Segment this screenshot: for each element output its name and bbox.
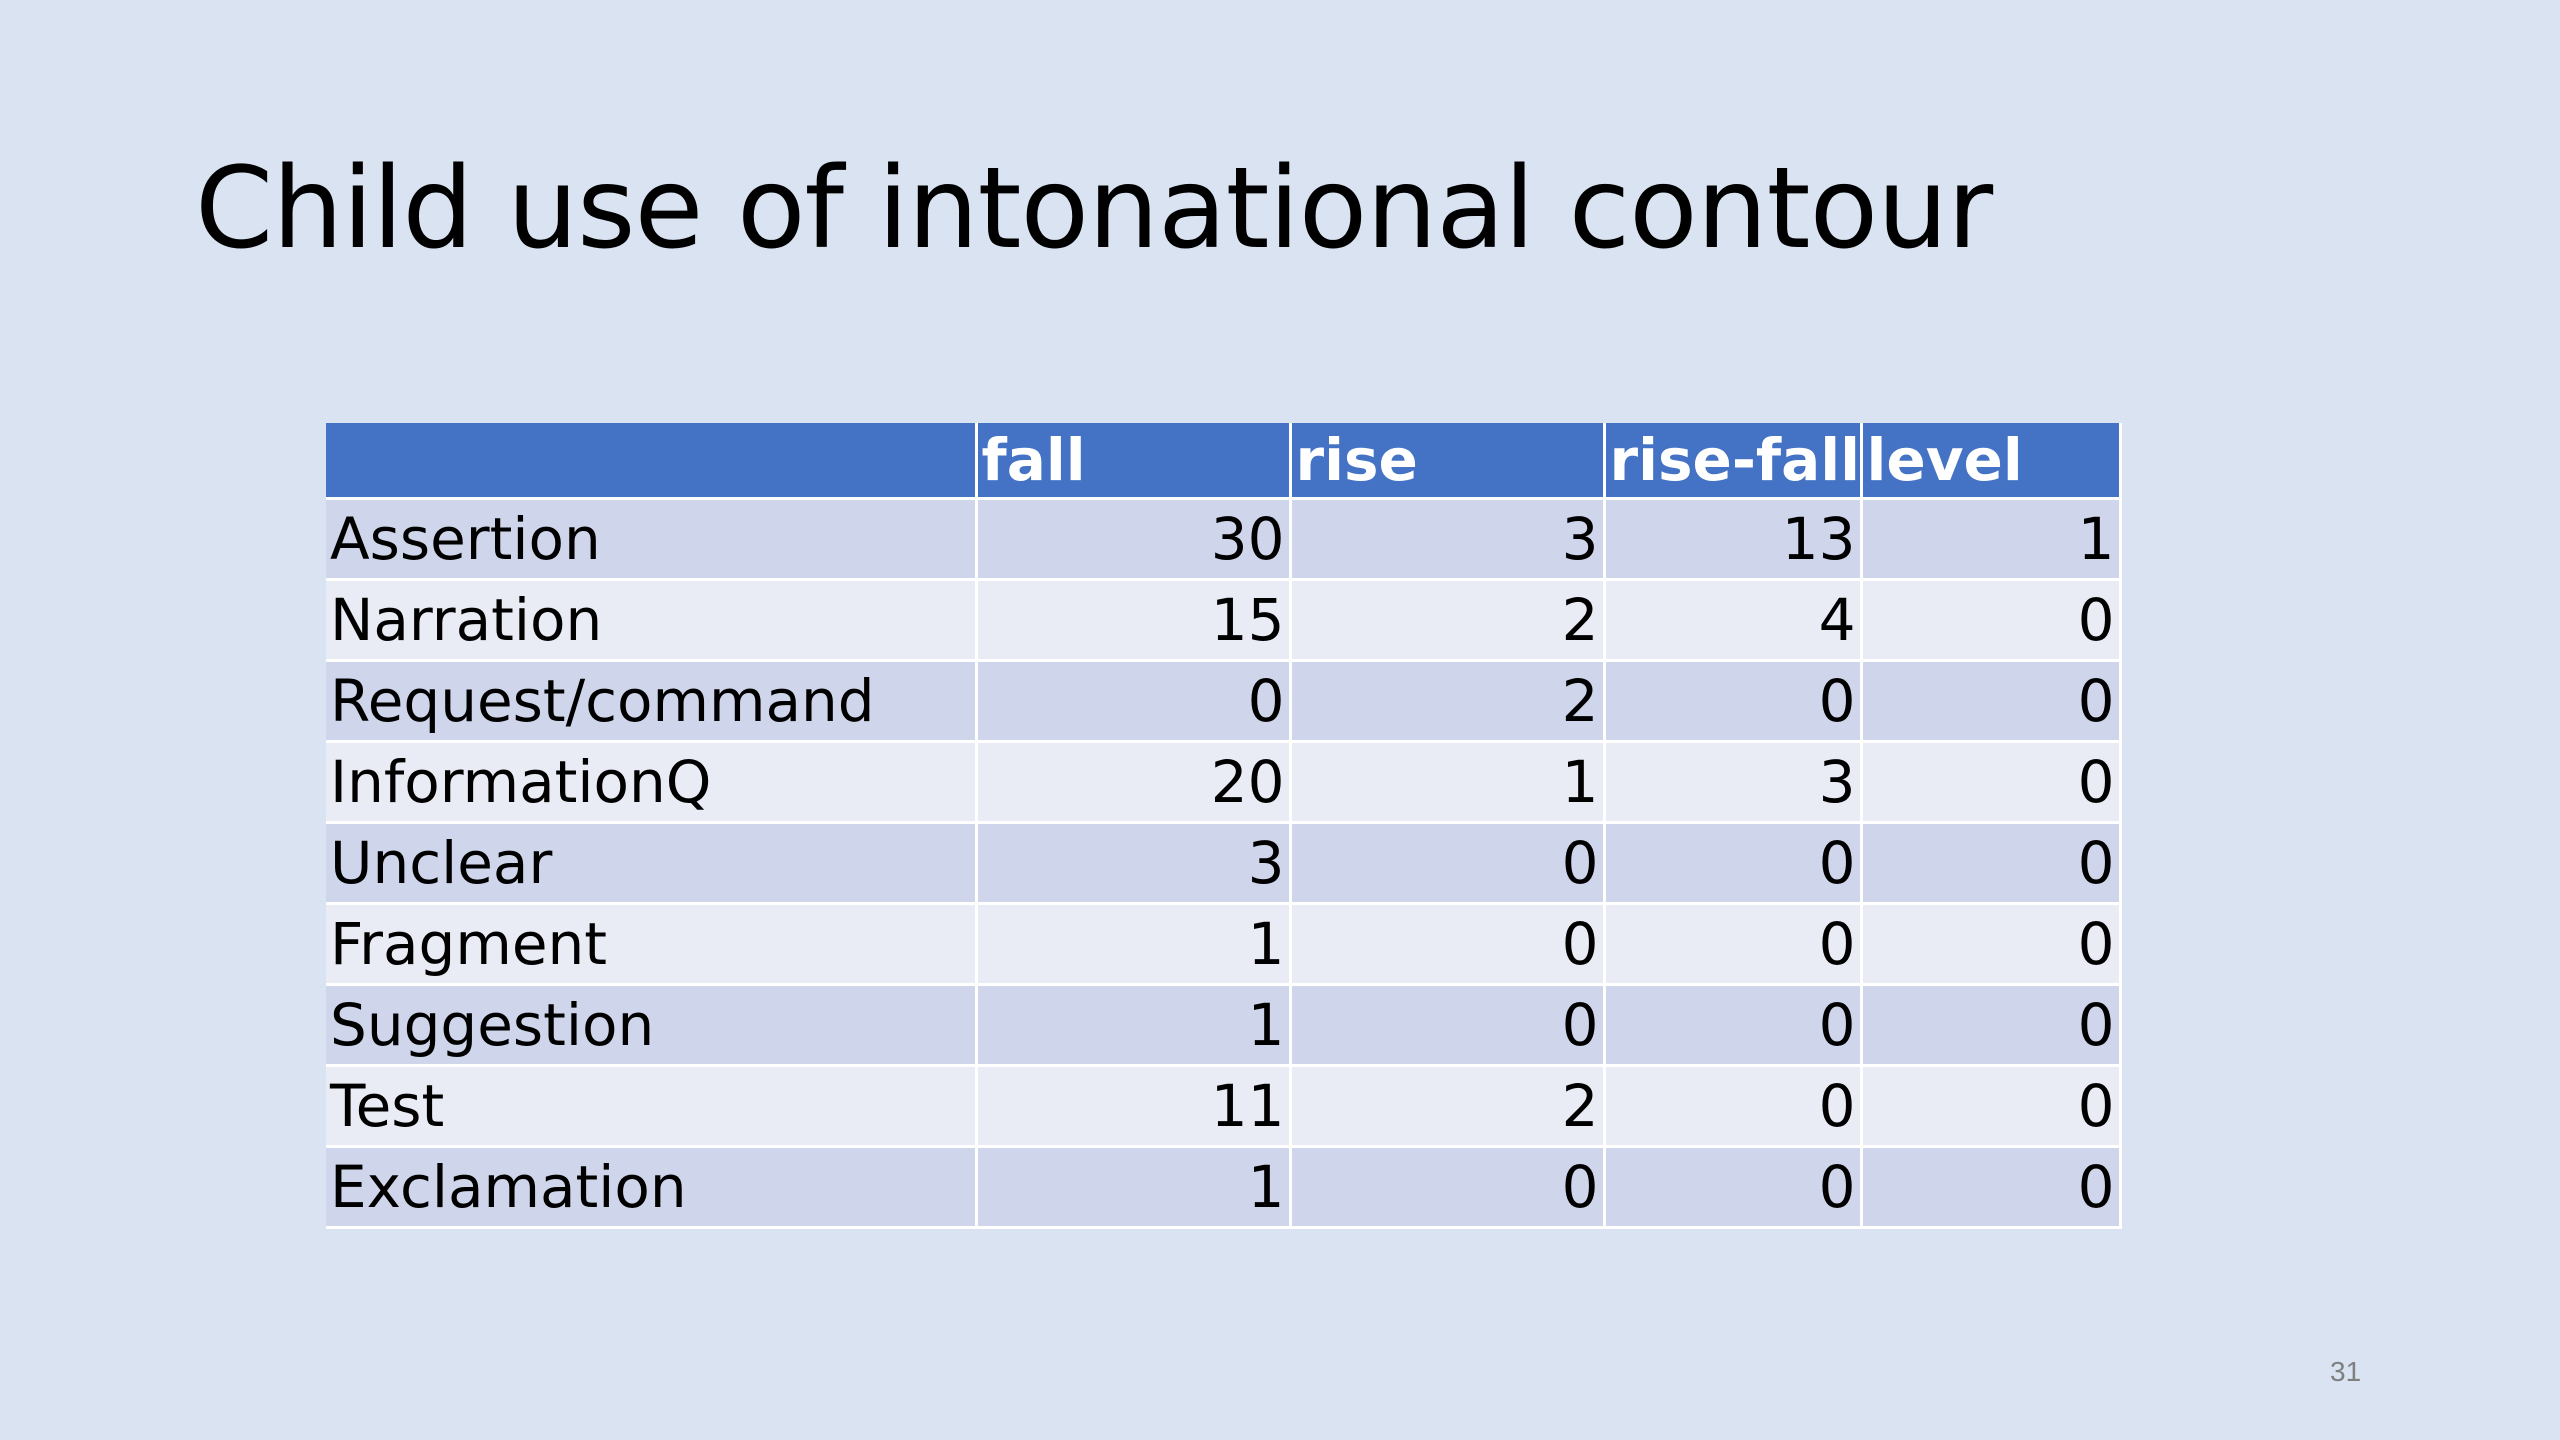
cell-rise-fall: 3 xyxy=(1604,741,1863,824)
cell-rise: 0 xyxy=(1290,1146,1606,1229)
cell-level: 0 xyxy=(1861,1065,2122,1148)
cell-level: 0 xyxy=(1861,822,2122,905)
row-label: Test xyxy=(326,1065,978,1148)
cell-level: 0 xyxy=(1861,741,2122,824)
cell-fall: 15 xyxy=(976,579,1292,662)
table-row: Request/command 0 2 0 0 xyxy=(326,660,2122,743)
row-label: Narration xyxy=(326,579,978,662)
cell-rise: 2 xyxy=(1290,579,1606,662)
cell-level: 0 xyxy=(1861,903,2122,986)
cell-fall: 3 xyxy=(976,822,1292,905)
table-row: InformationQ 20 1 3 0 xyxy=(326,741,2122,824)
cell-fall: 30 xyxy=(976,498,1292,581)
cell-rise-fall: 0 xyxy=(1604,660,1863,743)
table-row: Narration 15 2 4 0 xyxy=(326,579,2122,662)
cell-fall: 0 xyxy=(976,660,1292,743)
cell-rise-fall: 0 xyxy=(1604,1065,1863,1148)
cell-level: 1 xyxy=(1861,498,2122,581)
header-cell-fall: fall xyxy=(976,423,1292,500)
cell-rise-fall: 0 xyxy=(1604,1146,1863,1229)
table-row: Suggestion 1 0 0 0 xyxy=(326,984,2122,1067)
cell-rise-fall: 0 xyxy=(1604,822,1863,905)
cell-rise: 2 xyxy=(1290,660,1606,743)
table-row: Exclamation 1 0 0 0 xyxy=(326,1146,2122,1229)
cell-rise-fall: 4 xyxy=(1604,579,1863,662)
cell-level: 0 xyxy=(1861,660,2122,743)
cell-fall: 1 xyxy=(976,1146,1292,1229)
cell-rise: 2 xyxy=(1290,1065,1606,1148)
slide-number: 31 xyxy=(2330,1356,2362,1387)
cell-rise-fall: 13 xyxy=(1604,498,1863,581)
row-label: Unclear xyxy=(326,822,978,905)
row-label: Exclamation xyxy=(326,1146,978,1229)
header-cell-blank xyxy=(326,423,978,500)
row-label: Request/command xyxy=(326,660,978,743)
header-cell-rise-fall: rise-fall xyxy=(1604,423,1863,500)
cell-fall: 1 xyxy=(976,984,1292,1067)
cell-rise-fall: 0 xyxy=(1604,903,1863,986)
slide-title: Child use of intonational contour xyxy=(195,144,1993,274)
table-row: Assertion 30 3 13 1 xyxy=(326,498,2122,581)
cell-fall: 1 xyxy=(976,903,1292,986)
cell-level: 0 xyxy=(1861,1146,2122,1229)
cell-rise: 3 xyxy=(1290,498,1606,581)
cell-level: 0 xyxy=(1861,984,2122,1067)
table-row: Unclear 3 0 0 0 xyxy=(326,822,2122,905)
intonation-table: fall rise rise-fall level Assertion 30 3… xyxy=(326,423,2122,1229)
row-label: InformationQ xyxy=(326,741,978,824)
row-label: Assertion xyxy=(326,498,978,581)
header-cell-level: level xyxy=(1861,423,2122,500)
cell-rise: 0 xyxy=(1290,984,1606,1067)
cell-rise-fall: 0 xyxy=(1604,984,1863,1067)
cell-rise: 1 xyxy=(1290,741,1606,824)
table-row: Fragment 1 0 0 0 xyxy=(326,903,2122,986)
row-label: Suggestion xyxy=(326,984,978,1067)
cell-fall: 20 xyxy=(976,741,1292,824)
table-row: Test 11 2 0 0 xyxy=(326,1065,2122,1148)
cell-rise: 0 xyxy=(1290,903,1606,986)
header-cell-rise: rise xyxy=(1290,423,1606,500)
cell-level: 0 xyxy=(1861,579,2122,662)
cell-fall: 11 xyxy=(976,1065,1292,1148)
row-label: Fragment xyxy=(326,903,978,986)
cell-rise: 0 xyxy=(1290,822,1606,905)
table-header-row: fall rise rise-fall level xyxy=(326,423,2122,500)
